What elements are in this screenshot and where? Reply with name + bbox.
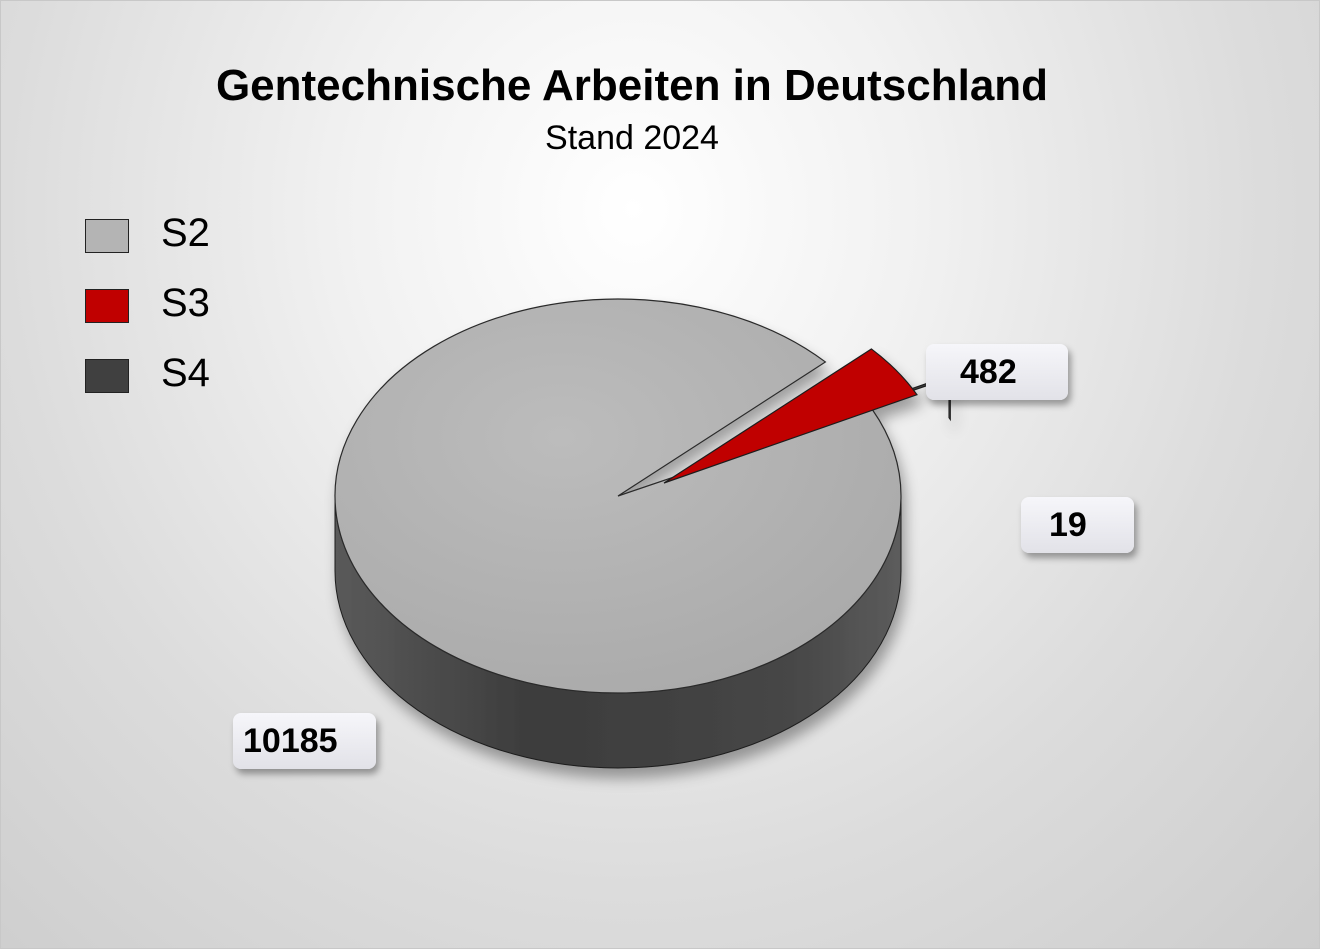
data-label-s2: 10185 xyxy=(233,713,376,769)
legend-swatch-s2 xyxy=(85,219,129,253)
chart-subtitle: Stand 2024 xyxy=(545,119,719,157)
pie-slice-s3 xyxy=(663,348,918,484)
data-label-s4: 19 xyxy=(1021,497,1134,553)
legend-swatch-s4 xyxy=(85,359,129,393)
data-label-s3: 482 xyxy=(926,344,1068,400)
pie-slice-s2 xyxy=(334,298,902,694)
legend-swatch-s3 xyxy=(85,289,129,323)
legend-label-s2: S2 xyxy=(161,211,210,255)
legend-label-s4: S4 xyxy=(161,351,210,395)
chart-title: Gentechnische Arbeiten in Deutschland xyxy=(215,61,1049,110)
legend-label-s3: S3 xyxy=(161,281,210,325)
